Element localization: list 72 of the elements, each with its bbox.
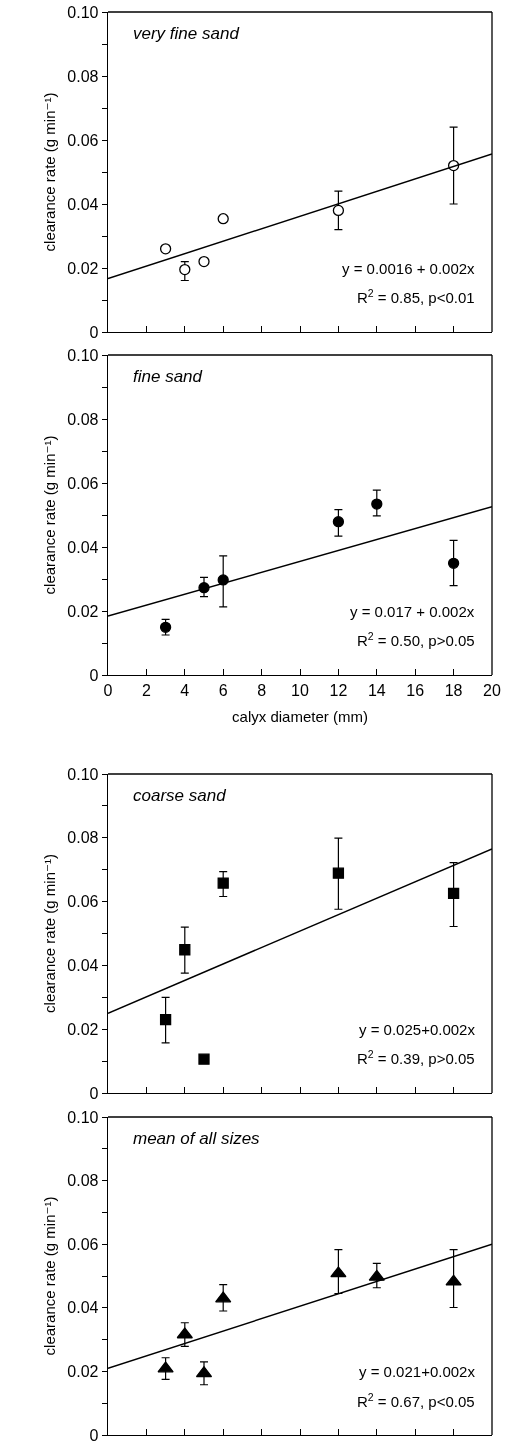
- x-tick-label: 8: [257, 681, 267, 699]
- point: [217, 877, 229, 889]
- x-tick-label: 10: [291, 681, 309, 699]
- annotation: R$^{2}$ = 0.50, p>0.05: [357, 630, 475, 650]
- x-tick-label: 12: [329, 681, 348, 699]
- point: [371, 498, 383, 510]
- text: very fine sand: [133, 24, 240, 43]
- y-axis-title: clearance rate (g min⁻¹): [40, 854, 58, 1013]
- text: coarse sand: [133, 786, 227, 805]
- text: fine sand: [133, 367, 203, 386]
- y-tick-label: 0: [89, 1084, 99, 1102]
- y-tick-label: 0.06: [67, 893, 99, 911]
- point: [445, 1274, 462, 1286]
- y-tick-label: 0.02: [67, 602, 99, 620]
- annotation: y = 0.021+0.002x: [359, 1363, 476, 1380]
- point: [332, 867, 345, 879]
- annotation: R$^{2}$ = 0.39, p>0.05: [357, 1048, 475, 1068]
- annotation: y = 0.025+0.002x: [359, 1021, 476, 1038]
- point: [447, 887, 460, 899]
- point: [159, 1013, 172, 1026]
- y-tick-label: 0.10: [67, 3, 99, 21]
- y-tick-label: 0.06: [67, 1235, 99, 1253]
- point: [179, 263, 191, 276]
- y-tick-label: 0.04: [67, 957, 99, 974]
- annotation: y = 0.017 + 0.002x: [350, 603, 475, 620]
- y-tick-label: 0.08: [67, 67, 99, 85]
- y-tick-label: 0.08: [67, 410, 99, 428]
- point: [198, 1053, 210, 1065]
- y-tick-label: 0: [89, 666, 99, 684]
- point: [176, 1327, 193, 1339]
- point: [447, 557, 460, 569]
- y-axis-title: clearance rate (g min⁻¹): [40, 92, 58, 252]
- annotation: R$^{2}$ = 0.85, p<0.01: [357, 287, 475, 307]
- point: [217, 213, 229, 225]
- point: [368, 1269, 385, 1281]
- point: [198, 255, 210, 268]
- y-tick-label: 0.04: [67, 538, 99, 556]
- point: [157, 1361, 174, 1373]
- point: [159, 243, 172, 255]
- y-tick-label: 0.04: [67, 195, 99, 213]
- point: [215, 1291, 232, 1303]
- point: [330, 1266, 347, 1278]
- x-tick-label: 16: [406, 681, 425, 699]
- x-tick-label: 20: [483, 681, 501, 699]
- y-tick-label: 0.02: [67, 259, 99, 277]
- y-axis-title: clearance rate (g min⁻¹): [40, 435, 58, 595]
- annotation: R$^{2}$ = 0.67, p<0.05: [357, 1391, 475, 1411]
- y-tick-label: 0.04: [67, 1299, 99, 1317]
- y-tick-label: 0.06: [67, 131, 99, 149]
- y-tick-label: 0.10: [67, 765, 99, 783]
- annotation: y = 0.0016 + 0.002x: [342, 260, 476, 277]
- point: [332, 516, 345, 528]
- point: [332, 204, 345, 217]
- x-axis-title: calyx diameter (mm): [232, 708, 368, 726]
- y-tick-label: 0.10: [67, 346, 99, 364]
- y-tick-label: 0: [89, 323, 99, 341]
- y-tick-label: 0.02: [67, 1020, 99, 1038]
- x-tick-label: 6: [218, 681, 228, 699]
- point: [179, 944, 191, 956]
- y-tick-label: 0.10: [67, 1108, 99, 1126]
- text: mean of all sizes: [133, 1129, 261, 1148]
- y-tick-label: 0: [89, 1426, 99, 1444]
- y-tick-label: 0.02: [67, 1363, 99, 1380]
- y-tick-label: 0.06: [67, 474, 99, 492]
- x-tick-label: 0: [103, 681, 113, 699]
- x-tick-label: 2: [141, 681, 151, 699]
- y-axis-title: clearance rate (g min⁻¹): [40, 1196, 58, 1356]
- x-tick-label: 4: [180, 681, 190, 699]
- y-tick-label: 0.08: [67, 829, 99, 847]
- x-tick-label: 14: [367, 681, 386, 699]
- x-tick-label: 18: [444, 681, 463, 699]
- y-tick-label: 0.08: [67, 1172, 99, 1190]
